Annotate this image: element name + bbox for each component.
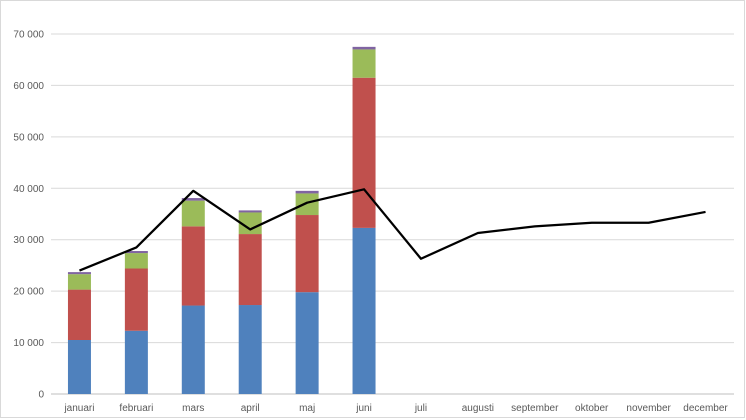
x-tick-label: juli [414,403,427,414]
bar-segment-3-januari [67,274,91,290]
x-tick-label: mars [182,403,204,414]
gridlines [51,33,734,395]
bar-segment-1-maj [295,292,319,394]
bar-segment-4-april [238,210,262,213]
bar-segment-2-maj [295,215,319,293]
bar-segment-2-mars [181,226,205,306]
y-tick-label: 60 000 [13,81,44,92]
x-tick-label: juni [355,403,372,414]
y-tick-label: 10 000 [13,338,44,349]
y-tick-label: 70 000 [13,30,44,41]
x-tick-label: april [241,403,260,414]
y-axis-tick-labels: 0 10 000 20 000 30 000 40 000 50 000 60 000 70 … [13,30,44,401]
x-tick-label: februari [119,403,153,414]
bar-segment-1-april [238,305,262,394]
bar-segment-4-februari [124,251,148,254]
line-series [79,188,706,272]
bar-segment-4-maj [295,190,319,194]
bar-segment-3-juni [352,49,376,78]
bar-segment-3-maj [295,193,319,216]
y-tick-label: 50 000 [13,132,44,143]
bar-segment-2-juni [352,77,376,228]
y-tick-label: 0 [38,390,44,401]
bar-segment-4-januari [67,272,91,275]
bar-segment-4-mars [181,198,205,201]
bar-segment-2-februari [124,268,148,331]
stacked-bars [67,46,376,394]
bar-segment-3-mars [181,200,205,227]
bar-segment-4-juni [352,46,376,50]
bar-segment-1-januari [67,340,91,394]
x-tick-label: november [626,403,671,414]
y-tick-label: 30 000 [13,235,44,246]
bar-segment-1-februari [124,330,148,394]
x-tick-label: maj [299,403,315,414]
bar-segment-2-januari [67,289,91,340]
y-tick-label: 40 000 [13,184,44,195]
bar-segment-3-april [238,212,262,235]
x-tick-label: december [683,403,728,414]
bar-segment-2-april [238,234,262,306]
x-axis-tick-labels: januari februari mars april maj juni juli augus… [63,403,728,414]
y-tick-label: 20 000 [13,287,44,298]
x-tick-label: augusti [462,403,494,414]
bar-segment-1-juni [352,227,376,394]
x-tick-label: januari [63,403,94,414]
bar-segment-1-mars [181,305,205,394]
x-tick-label: oktober [575,403,609,414]
x-tick-label: september [511,403,559,414]
bar-segment-3-februari [124,253,148,269]
trend-line [79,188,706,272]
